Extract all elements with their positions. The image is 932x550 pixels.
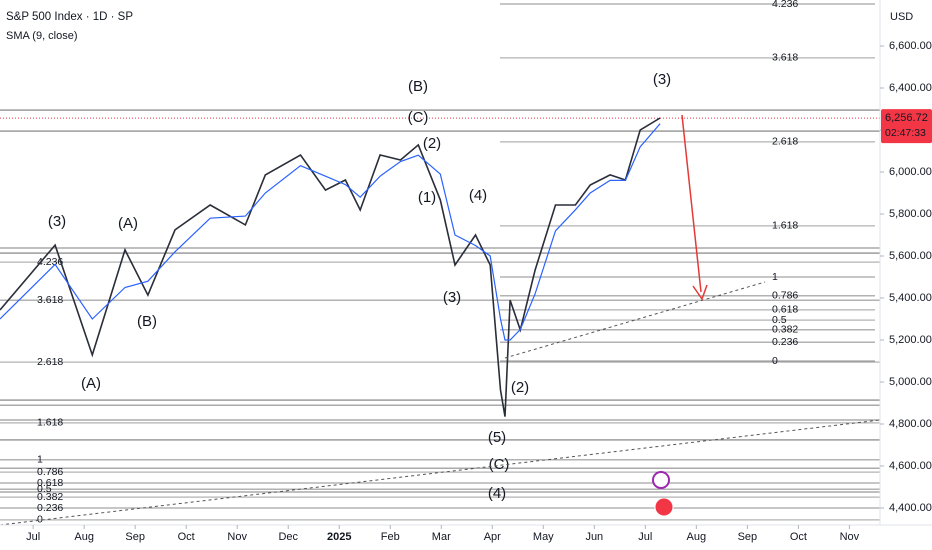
- fib-label: 2.618: [37, 356, 63, 368]
- fib-label: 1.618: [37, 417, 63, 429]
- wave-label: (4): [488, 485, 506, 502]
- indicator-label: SMA (9, close): [6, 30, 78, 42]
- trend-line: [0, 419, 881, 526]
- y-tick-label: 5,000.00: [889, 376, 932, 388]
- fib-label: 0.786: [37, 466, 63, 478]
- wave-label: (A): [118, 215, 138, 232]
- fib-label: 4.236: [772, 0, 798, 10]
- fib-label: 2.618: [772, 136, 798, 148]
- y-tick-label: 6,600.00: [889, 40, 932, 52]
- fib-label: 0: [37, 514, 43, 526]
- icon[interactable]: [652, 471, 670, 489]
- x-tick-label: Jun: [585, 531, 603, 543]
- x-tick-label: Jul: [26, 531, 40, 543]
- x-tick-label: Feb: [381, 531, 400, 543]
- x-tick-label: Apr: [484, 531, 501, 543]
- fib-label: 1.618: [772, 220, 798, 232]
- x-tick-label: 2025: [327, 531, 351, 543]
- x-tick-label: Jul: [638, 531, 652, 543]
- fib-label: 0.786: [772, 290, 798, 302]
- wave-label: (2): [423, 135, 441, 152]
- x-tick-label: Aug: [74, 531, 94, 543]
- wave-label: (5): [488, 429, 506, 446]
- wave-label: (3): [48, 213, 66, 230]
- y-tick-label: 4,800.00: [889, 418, 932, 430]
- y-tick-label: 4,400.00: [889, 502, 932, 514]
- y-tick-label: 6,000.00: [889, 166, 932, 178]
- fib-label: 0.5: [772, 314, 787, 326]
- x-tick-label: Aug: [687, 531, 707, 543]
- fib-label: 3.618: [772, 52, 798, 64]
- wave-label: (C): [489, 456, 510, 473]
- arrow-head: [692, 284, 708, 301]
- currency: USD: [890, 11, 913, 23]
- wave-label: (B): [408, 78, 428, 95]
- wave-label: (A): [81, 375, 101, 392]
- x-tick-label: Sep: [125, 531, 145, 543]
- wave-label: (3): [653, 71, 671, 88]
- fib-label: 3.618: [37, 294, 63, 306]
- y-tick-label: 5,200.00: [889, 334, 932, 346]
- drawings: [0, 114, 881, 526]
- fib-label: 0.618: [772, 304, 798, 316]
- sma-line: [0, 123, 661, 341]
- x-tick-label: Mar: [432, 531, 451, 543]
- wave-label: (C): [408, 109, 429, 126]
- y-tick-label: 6,400.00: [889, 82, 932, 94]
- last-price-box: [881, 109, 932, 144]
- wave-label: (2): [511, 379, 529, 396]
- last-price-label: 6,256.72: [885, 112, 928, 124]
- x-tick-label: Dec: [278, 531, 298, 543]
- fib-label: 0.382: [772, 324, 798, 336]
- fib-label: 0.5: [37, 483, 52, 495]
- price-line: [0, 117, 661, 417]
- fib-label: 0: [772, 355, 778, 367]
- fib-label: 1: [37, 454, 43, 466]
- icon[interactable]: [654, 497, 674, 517]
- x-tick-label: Oct: [790, 531, 807, 543]
- y-tick-label: 5,800.00: [889, 208, 932, 220]
- wave-label: (B): [137, 313, 157, 330]
- price-axis: [880, 0, 932, 525]
- symbol-title: S&P 500 Index · 1D · SP: [6, 11, 133, 23]
- countdown-label: 02:47:33: [885, 127, 926, 139]
- fib-label: 0.236: [772, 336, 798, 348]
- wave-label: (4): [469, 187, 487, 204]
- arrow: [681, 114, 702, 293]
- x-tick-label: Nov: [840, 531, 860, 543]
- y-tick-label: 5,600.00: [889, 250, 932, 262]
- x-tick-label: Nov: [227, 531, 247, 543]
- fib-label: 1: [772, 271, 778, 283]
- y-tick-label: 4,600.00: [889, 460, 932, 472]
- fib-label: 0.236: [37, 502, 63, 514]
- x-tick-label: Oct: [178, 531, 195, 543]
- x-tick-label: May: [533, 531, 554, 543]
- wave-label: (3): [443, 289, 461, 306]
- wave-label: (1): [418, 189, 436, 206]
- x-tick-label: Sep: [738, 531, 758, 543]
- y-tick-label: 5,400.00: [889, 292, 932, 304]
- fib-label: 0.382: [37, 491, 63, 503]
- fib-label: 0.618: [37, 477, 63, 489]
